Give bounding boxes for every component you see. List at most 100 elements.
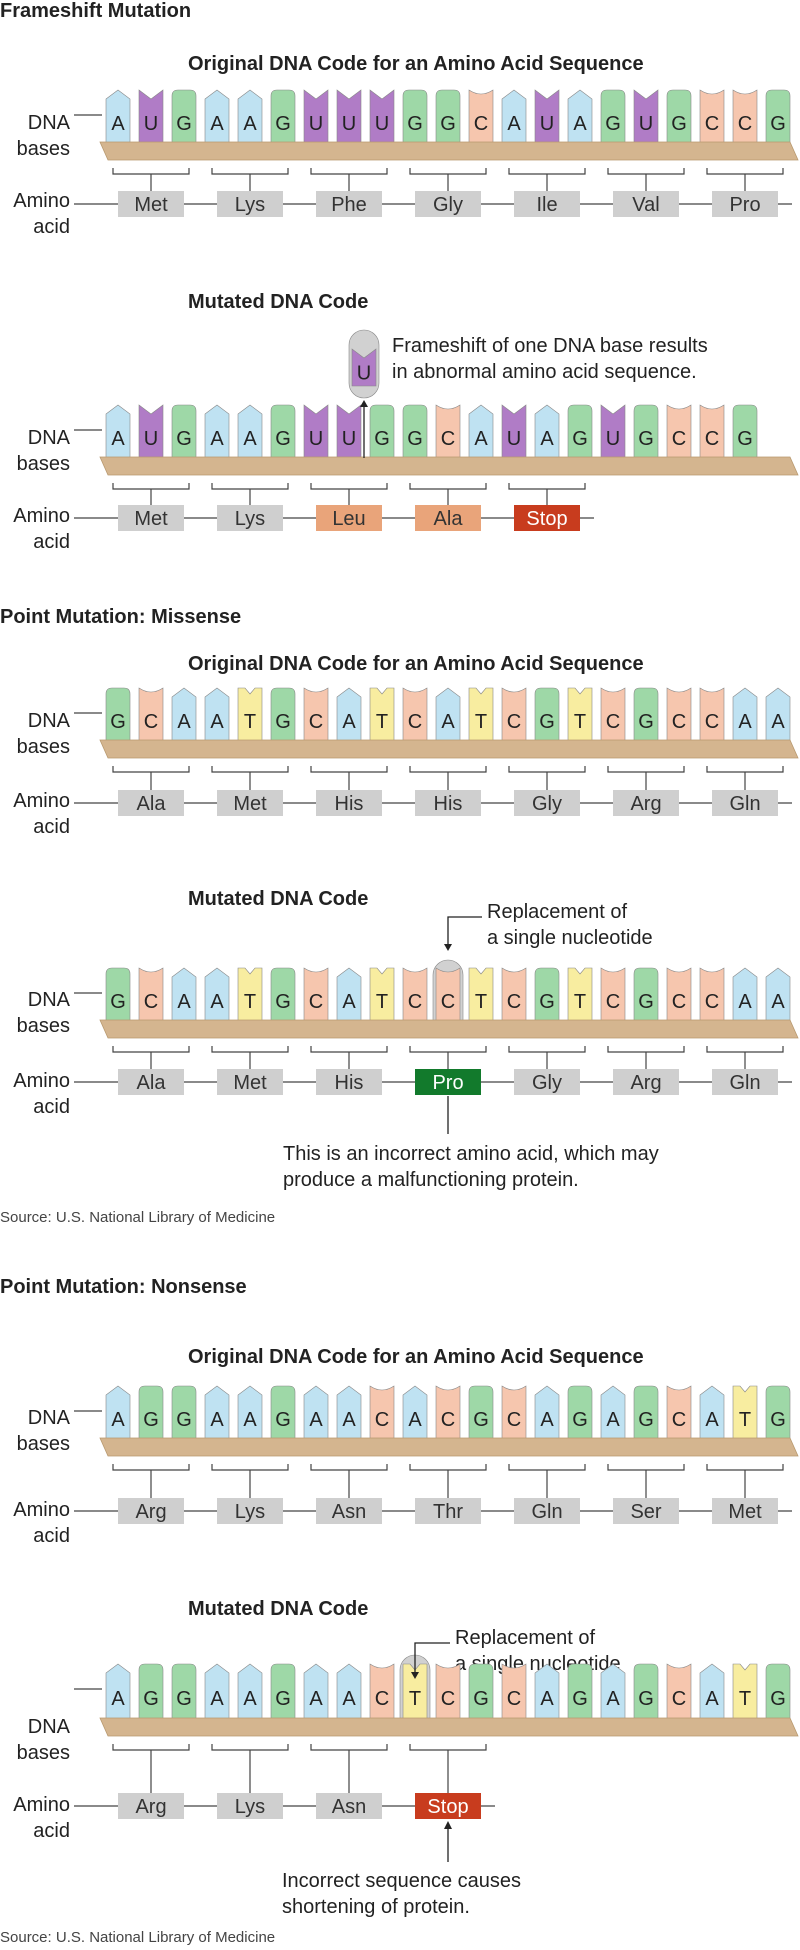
base-u — [600, 404, 626, 462]
amino-acid-box — [415, 505, 481, 531]
amino-acid-label: Met — [233, 1072, 267, 1094]
codon-bracket — [211, 1744, 289, 1751]
base-letter: C — [441, 1688, 455, 1710]
dna-label: DNA — [27, 710, 70, 732]
base-g — [435, 89, 461, 147]
base-c — [600, 967, 626, 1025]
base-a — [204, 967, 230, 1025]
amino-acid-box — [712, 1498, 778, 1524]
base-letter: A — [606, 1688, 620, 1710]
note-line: produce a malfunctioning protein. — [283, 1169, 579, 1191]
base-a — [204, 404, 230, 462]
base-g — [633, 404, 659, 462]
base-u — [303, 89, 329, 147]
nonsense-note-text: Incorrect sequence causes shortening of … — [282, 1868, 521, 1920]
codon-bracket — [706, 1464, 784, 1471]
base-letter: G — [275, 113, 291, 135]
base-g — [171, 89, 197, 147]
base-g — [633, 1385, 659, 1443]
acid-label: acid — [33, 216, 70, 238]
panel-title-missense-mutated: Mutated DNA Code — [188, 888, 369, 910]
base-a — [336, 1385, 362, 1443]
base-u — [303, 404, 329, 462]
missense-callout-leader — [447, 916, 482, 944]
amino-acid-box — [415, 790, 481, 816]
panel-title-frameshift-mutated: Mutated DNA Code — [188, 291, 369, 313]
amino-acid-box — [514, 505, 580, 531]
base-a — [237, 89, 263, 147]
base-a — [105, 1385, 131, 1443]
base-g — [732, 404, 758, 462]
nonsense-callout-leader — [414, 1642, 450, 1672]
codon-bracket — [112, 1464, 190, 1471]
amino-acid-label: Gln — [729, 1072, 760, 1094]
amino-label: Amino — [13, 190, 70, 212]
codon-bracket — [607, 168, 685, 175]
base-letter: G — [770, 1409, 786, 1431]
base-c — [303, 687, 329, 745]
base-a — [105, 89, 131, 147]
base-c — [699, 967, 725, 1025]
dna-backbone — [99, 141, 799, 161]
codon-bracket — [409, 1744, 487, 1751]
amino-acid-box — [316, 505, 382, 531]
base-letter: C — [441, 991, 455, 1013]
base-letter: G — [143, 1409, 159, 1431]
dna-label: DNA — [27, 1407, 70, 1429]
amino-acid-label: Arg — [630, 793, 661, 815]
base-letter: A — [210, 1688, 224, 1710]
amino-acid-box — [415, 191, 481, 217]
base-letter: A — [540, 428, 554, 450]
nonsense-note-arrow-head — [444, 1821, 452, 1829]
amino-acid-box — [415, 1069, 481, 1095]
codon-bracket — [409, 1464, 487, 1471]
base-letter: C — [705, 113, 719, 135]
codon-bracket — [508, 1046, 586, 1053]
base-c — [402, 967, 428, 1025]
amino-acid-label: Lys — [235, 508, 265, 530]
base-g — [171, 404, 197, 462]
amino-acid-label: Pro — [729, 194, 760, 216]
base-g — [567, 404, 593, 462]
codon-bracket — [409, 483, 487, 490]
panel-title-frameshift-original: Original DNA Code for an Amino Acid Sequ… — [188, 53, 644, 75]
base-letter: C — [672, 1409, 686, 1431]
base-letter: T — [739, 1688, 751, 1710]
codon-bracket — [112, 168, 190, 175]
base-a — [732, 967, 758, 1025]
base-letter: G — [638, 428, 654, 450]
base-a — [732, 687, 758, 745]
base-letter: C — [144, 991, 158, 1013]
base-letter: U — [507, 428, 521, 450]
amino-acid-label: Met — [233, 793, 267, 815]
base-letter: T — [244, 991, 256, 1013]
base-letter: A — [474, 428, 488, 450]
acid-label: acid — [33, 1820, 70, 1842]
base-a — [336, 1663, 362, 1723]
base-c — [468, 89, 494, 147]
panel-title-nonsense-mutated: Mutated DNA Code — [188, 1598, 369, 1620]
base-letter: U — [342, 428, 356, 450]
base-g — [633, 967, 659, 1025]
base-u — [534, 89, 560, 147]
base-letter: C — [441, 1409, 455, 1431]
base-g — [468, 1663, 494, 1723]
base-letter: U — [309, 113, 323, 135]
base-g — [633, 687, 659, 745]
base-a — [699, 1385, 725, 1443]
amino-acid-box — [613, 1498, 679, 1524]
base-letter: G — [572, 428, 588, 450]
bases-label: bases — [16, 736, 70, 758]
base-letter: A — [342, 991, 356, 1013]
base-letter: A — [738, 991, 752, 1013]
codon-bracket — [112, 1744, 190, 1751]
amino-label: Amino — [13, 1794, 70, 1816]
amino-acid-label: Ile — [536, 194, 557, 216]
base-letter: U — [375, 113, 389, 135]
base-a — [204, 1385, 230, 1443]
note-line: Incorrect sequence causes — [282, 1870, 522, 1892]
base-c — [402, 687, 428, 745]
base-c — [369, 1663, 395, 1723]
codon-bracket — [310, 483, 388, 490]
note-line: This is an incorrect amino acid, which m… — [283, 1143, 659, 1165]
